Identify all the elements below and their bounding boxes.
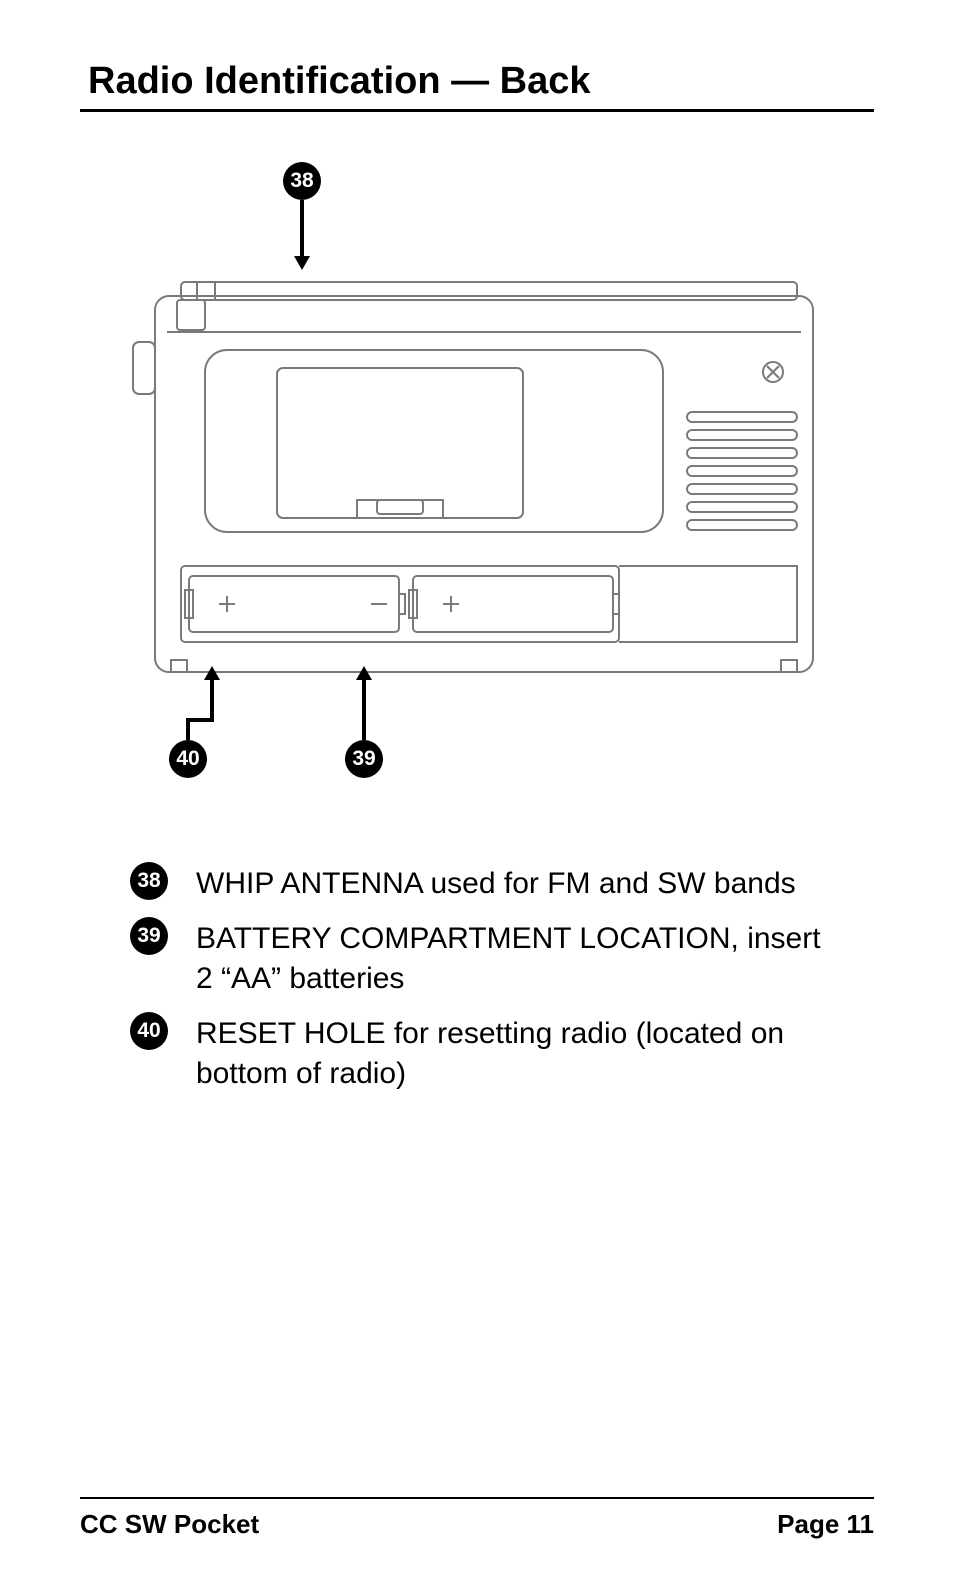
legend-item: 40 RESET HOLE for resetting radio (locat… bbox=[130, 1012, 824, 1095]
callout-40-arrow-vert bbox=[210, 680, 214, 722]
legend-text-39: BATTERY COMPARTMENT LOCATION, insert 2 “… bbox=[196, 917, 824, 1000]
callout-38-num: 38 bbox=[290, 169, 313, 193]
callout-38-arrow-line bbox=[300, 200, 304, 256]
legend-text-38: WHIP ANTENNA used for FM and SW bands bbox=[196, 862, 824, 905]
callout-40-num: 40 bbox=[176, 747, 199, 771]
callout-39-arrow-line bbox=[362, 680, 366, 740]
callout-39-circle: 39 bbox=[345, 740, 383, 778]
legend-num-39: 39 bbox=[130, 917, 168, 955]
footer-right: Page 11 bbox=[777, 1509, 874, 1540]
callout-40-arrow-horz bbox=[186, 718, 214, 722]
page-footer: CC SW Pocket Page 11 bbox=[80, 1497, 874, 1540]
callout-38-arrow-head bbox=[294, 256, 310, 270]
callout-40-arrow-head bbox=[204, 666, 220, 680]
radio-back-svg bbox=[127, 272, 827, 682]
page-title: Radio Identification — Back bbox=[80, 60, 874, 112]
radio-back-diagram: 38 bbox=[127, 162, 827, 782]
callout-39-num: 39 bbox=[352, 747, 375, 771]
legend-item: 39 BATTERY COMPARTMENT LOCATION, insert … bbox=[130, 917, 824, 1000]
callout-39-arrow-head bbox=[356, 666, 372, 680]
footer-left: CC SW Pocket bbox=[80, 1509, 259, 1540]
callout-40-circle: 40 bbox=[169, 740, 207, 778]
legend-num-38: 38 bbox=[130, 862, 168, 900]
legend-text-40: RESET HOLE for resetting radio (located … bbox=[196, 1012, 824, 1095]
callout-38-circle: 38 bbox=[283, 162, 321, 200]
legend-num-40: 40 bbox=[130, 1012, 168, 1050]
legend-item: 38 WHIP ANTENNA used for FM and SW bands bbox=[130, 862, 824, 905]
legend-list: 38 WHIP ANTENNA used for FM and SW bands… bbox=[130, 862, 824, 1095]
callout-40-arrow-vert2 bbox=[186, 718, 190, 740]
